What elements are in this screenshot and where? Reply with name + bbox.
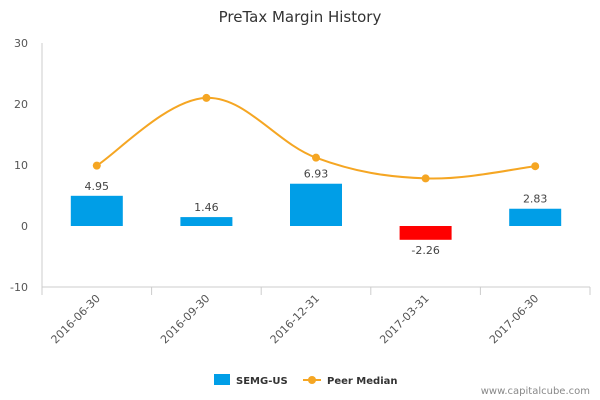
chart-title: PreTax Margin History: [219, 8, 382, 26]
legend: SEMG-US Peer Median: [214, 374, 398, 387]
x-tick-label: 2016-09-30: [158, 292, 212, 346]
peer-median-point: [202, 93, 211, 102]
peer-median-point: [421, 174, 430, 183]
bar-data-label: 1.46: [194, 201, 219, 214]
peer-median-point: [531, 162, 540, 171]
peer-median-point: [312, 153, 320, 162]
x-tick-label: 2017-03-31: [377, 292, 431, 346]
y-tick-label: 0: [21, 220, 28, 233]
y-tick-label: 20: [14, 98, 28, 111]
bar: [509, 208, 562, 226]
bar: [399, 226, 452, 240]
x-tick-label: 2016-06-30: [49, 292, 103, 346]
source-label: www.capitalcube.com: [481, 386, 590, 397]
bar: [290, 183, 342, 226]
legend-label-peer: Peer Median: [327, 376, 398, 387]
x-tick-label: 2016-12-31: [268, 292, 322, 346]
bar: [180, 217, 233, 226]
peer-median-line: [96, 96, 536, 180]
plot-area: -10 0 10 20 30 2016-06-30 2016-09-30 2016-12-31…: [10, 37, 591, 346]
bar-data-label: 6.93: [304, 168, 329, 181]
x-tick-label: 2017-06-30: [487, 292, 541, 346]
bar-data-label: -2.26: [411, 244, 439, 257]
y-tick-label: 10: [14, 159, 28, 172]
peer-median-point: [92, 161, 101, 170]
bar-data-label: 4.95: [85, 180, 110, 193]
bar-data-label: 2.83: [523, 193, 548, 206]
legend-swatch-peer-marker: [308, 376, 316, 384]
bar: [70, 195, 123, 226]
legend-label-semg: SEMG-US: [236, 376, 288, 387]
y-tick-label: 30: [14, 37, 28, 50]
y-tick-label: -10: [10, 281, 28, 294]
legend-swatch-semg: [214, 374, 230, 385]
